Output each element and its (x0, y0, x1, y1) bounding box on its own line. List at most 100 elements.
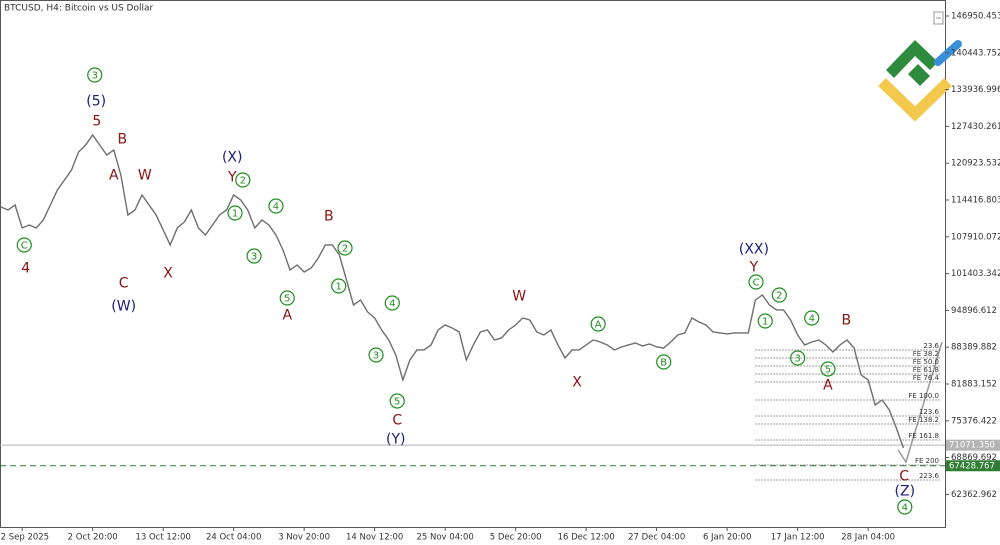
wave-circle (757, 313, 773, 329)
fib-label: FE 50.0 (913, 358, 939, 366)
wave-label: A (823, 377, 833, 393)
wave-circle (804, 310, 820, 326)
x-tick-label: 22 Sep 2025 (0, 533, 49, 543)
wave-label: 5 (92, 113, 101, 129)
wave-label: 4 (273, 201, 279, 212)
fib-label: FE 100.0 (908, 392, 939, 400)
y-tick-label: 140443.752 (951, 48, 1000, 58)
wave-label: C (119, 275, 129, 291)
logo-arrow (908, 64, 930, 86)
fib-label: 223.6 (919, 472, 940, 480)
x-tick-label: 16 Dec 12:00 (558, 533, 615, 543)
wave-label: (Z) (895, 483, 916, 499)
wave-label: 1 (336, 281, 342, 292)
wave-circle (227, 205, 243, 221)
wave-label: 4 (902, 502, 908, 513)
wave-label: B (117, 131, 127, 147)
y-tick-label: 107910.072 (951, 232, 1000, 242)
wave-label: 4 (21, 260, 30, 276)
y-tick-label: 120923.532 (951, 159, 1000, 169)
chart-title: BTCUSD, H4: Bitcoin vs US Dollar (4, 4, 153, 14)
wave-label: B (660, 357, 667, 368)
wave-label: 2 (240, 175, 246, 186)
price-label-box (946, 439, 1000, 451)
x-tick-label: 14 Nov 12:00 (346, 533, 403, 543)
wave-circle (337, 240, 353, 256)
price-label: 67428.767 (949, 461, 995, 471)
wave-circle (87, 67, 103, 83)
x-tick-label: 13 Oct 12:00 (135, 533, 190, 543)
wave-circle (790, 350, 806, 366)
x-tick-label: 3 Nov 20:00 (278, 533, 330, 543)
fib-label: FE 76.4 (913, 374, 940, 382)
y-tick-label: 127430.261 (951, 122, 1000, 132)
wave-circle (820, 361, 836, 377)
wave-circle (368, 347, 384, 363)
x-tick-label: 17 Jan 12:00 (771, 533, 825, 543)
wave-label: A (109, 167, 119, 183)
wave-label: Y (227, 169, 237, 185)
wave-label: C (21, 240, 28, 251)
y-tick-label: 81883.152 (951, 380, 997, 390)
wave-label: (W) (111, 298, 136, 314)
wave-label: W (512, 288, 526, 304)
wave-circle (384, 295, 400, 311)
wave-label: 5 (394, 396, 400, 407)
x-tick-label: 5 Dec 20:00 (490, 533, 542, 543)
wave-label: W (138, 167, 152, 183)
wave-circle (16, 237, 32, 253)
x-tick-label: 28 Jan 04:00 (841, 533, 895, 543)
wave-label: (X) (222, 149, 243, 165)
fib-label: FE 38.2 (913, 350, 939, 358)
wave-circle (656, 354, 672, 370)
wave-label: 3 (251, 251, 257, 262)
wave-label: 1 (232, 208, 238, 219)
wave-label: C (753, 277, 760, 288)
wave-label: 3 (373, 350, 379, 361)
logo-chevron (878, 78, 952, 122)
x-tick-label: 24 Oct 04:00 (206, 533, 261, 543)
price-label: 71071.350 (949, 441, 995, 451)
wave-label: A (282, 307, 292, 323)
fib-label: 23.6 (923, 342, 939, 350)
wave-label: C (899, 468, 909, 484)
price-line-series (0, 133, 905, 449)
wave-circle (279, 290, 295, 306)
y-tick-label: 75376.422 (951, 416, 997, 426)
wave-label: (XX) (739, 241, 769, 257)
x-tick-label: 2 Oct 20:00 (68, 533, 118, 543)
wave-circle (235, 172, 251, 188)
wave-circle (590, 316, 606, 332)
wave-label: X (572, 374, 582, 390)
logo-arrow (886, 40, 938, 78)
wave-label: X (163, 265, 173, 281)
y-tick-label: 88389.882 (951, 343, 997, 353)
x-tick-label: 27 Dec 04:00 (628, 533, 685, 543)
plot-frame (0, 0, 946, 528)
wave-circle (246, 248, 262, 264)
y-tick-label: 146950.453 (951, 12, 1000, 22)
wave-label: B (324, 208, 334, 224)
fib-label: FE 61.8 (913, 366, 939, 374)
wave-label: 3 (794, 353, 800, 364)
price-label-box (946, 460, 1000, 472)
y-tick-label: 133936.996 (951, 85, 1000, 95)
y-tick-label: 114416.803 (951, 196, 1000, 206)
wave-label: A (595, 319, 602, 330)
wave-circle (389, 393, 405, 409)
y-tick-label: 101403.342 (951, 269, 1000, 279)
wave-circle (897, 499, 913, 515)
wave-label: (Y) (386, 431, 405, 447)
wave-circle (748, 274, 764, 290)
wave-label: B (841, 312, 851, 328)
x-tick-label: 6 Jan 20:00 (703, 533, 751, 543)
x-tick-label: 25 Nov 04:00 (416, 533, 473, 543)
wave-label: C (392, 412, 402, 428)
fib-label: FE 161.8 (908, 432, 939, 440)
wave-label: 3 (92, 70, 98, 81)
y-tick-label: 68869.692 (951, 453, 997, 463)
wave-label: 4 (809, 313, 815, 324)
y-tick-label: 62362.962 (951, 490, 997, 500)
